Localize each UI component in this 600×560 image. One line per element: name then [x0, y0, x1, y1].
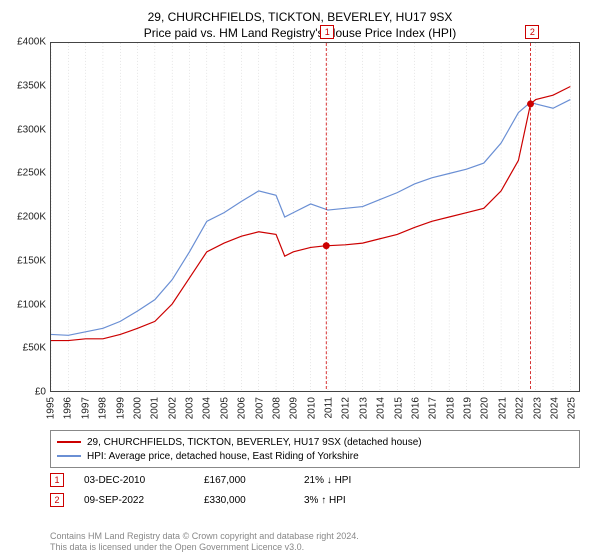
y-tick-label: £350K [6, 80, 46, 91]
sale-price-1: £167,000 [204, 475, 304, 486]
legend-swatch-property [57, 441, 81, 443]
sale-marker-box: 1 [320, 25, 334, 39]
x-tick-label: 2000 [132, 397, 143, 419]
sale-price-2: £330,000 [204, 495, 304, 506]
x-tick-label: 1998 [98, 397, 109, 419]
x-tick-label: 2023 [532, 397, 543, 419]
x-tick-label: 2001 [150, 397, 161, 419]
x-tick-label: 2018 [445, 397, 456, 419]
x-tick-label: 2005 [219, 397, 230, 419]
legend-label-property: 29, CHURCHFIELDS, TICKTON, BEVERLEY, HU1… [87, 437, 422, 448]
x-tick-label: 1997 [80, 397, 91, 419]
y-tick-label: £50K [6, 343, 46, 354]
legend-item-property: 29, CHURCHFIELDS, TICKTON, BEVERLEY, HU1… [57, 435, 573, 449]
x-tick-label: 1999 [115, 397, 126, 419]
x-tick-label: 2020 [480, 397, 491, 419]
x-tick-label: 2004 [202, 397, 213, 419]
sale-diff-2: 3% ↑ HPI [304, 495, 424, 506]
x-tick-label: 2012 [341, 397, 352, 419]
sale-marker-box: 2 [525, 25, 539, 39]
x-tick-label: 2019 [463, 397, 474, 419]
x-tick-label: 2022 [515, 397, 526, 419]
x-tick-label: 1995 [46, 397, 57, 419]
y-tick-label: £200K [6, 212, 46, 223]
legend-item-hpi: HPI: Average price, detached house, East… [57, 449, 573, 463]
y-tick-label: £300K [6, 124, 46, 135]
x-tick-label: 1996 [63, 397, 74, 419]
legend-box: 29, CHURCHFIELDS, TICKTON, BEVERLEY, HU1… [50, 430, 580, 468]
chart-container: 29, CHURCHFIELDS, TICKTON, BEVERLEY, HU1… [0, 0, 600, 560]
x-tick-label: 2024 [549, 397, 560, 419]
sale-date-1: 03-DEC-2010 [84, 475, 204, 486]
legend-label-hpi: HPI: Average price, detached house, East… [87, 451, 359, 462]
x-tick-label: 2009 [289, 397, 300, 419]
x-tick-label: 2015 [393, 397, 404, 419]
y-tick-label: £400K [6, 37, 46, 48]
y-tick-label: £0 [6, 387, 46, 398]
x-tick-label: 2013 [358, 397, 369, 419]
y-tick-label: £250K [6, 168, 46, 179]
x-tick-label: 2002 [167, 397, 178, 419]
x-tick-label: 2016 [410, 397, 421, 419]
plot-svg [51, 43, 579, 391]
plot-area: 1995199619971998199920002001200220032004… [50, 42, 580, 392]
sale-date-2: 09-SEP-2022 [84, 495, 204, 506]
x-tick-label: 2010 [306, 397, 317, 419]
x-tick-label: 2007 [254, 397, 265, 419]
sale-marker-2: 2 [50, 493, 64, 507]
sales-table: 1 03-DEC-2010 £167,000 21% ↓ HPI 2 09-SE… [50, 470, 580, 510]
x-tick-label: 2003 [185, 397, 196, 419]
sales-row-2: 2 09-SEP-2022 £330,000 3% ↑ HPI [50, 490, 580, 510]
x-tick-label: 2025 [567, 397, 578, 419]
x-tick-label: 2011 [324, 397, 335, 419]
chart-title-line1: 29, CHURCHFIELDS, TICKTON, BEVERLEY, HU1… [0, 0, 600, 24]
x-tick-label: 2017 [428, 397, 439, 419]
footer-attribution: Contains HM Land Registry data © Crown c… [50, 531, 580, 554]
footer-line2: This data is licensed under the Open Gov… [50, 542, 580, 554]
x-tick-label: 2006 [237, 397, 248, 419]
x-tick-label: 2014 [376, 397, 387, 419]
x-tick-label: 2008 [271, 397, 282, 419]
sale-diff-1: 21% ↓ HPI [304, 475, 424, 486]
x-tick-label: 2021 [497, 397, 508, 419]
sale-marker-1: 1 [50, 473, 64, 487]
y-tick-label: £100K [6, 299, 46, 310]
y-tick-label: £150K [6, 255, 46, 266]
footer-line1: Contains HM Land Registry data © Crown c… [50, 531, 580, 543]
legend-swatch-hpi [57, 455, 81, 457]
sales-row-1: 1 03-DEC-2010 £167,000 21% ↓ HPI [50, 470, 580, 490]
